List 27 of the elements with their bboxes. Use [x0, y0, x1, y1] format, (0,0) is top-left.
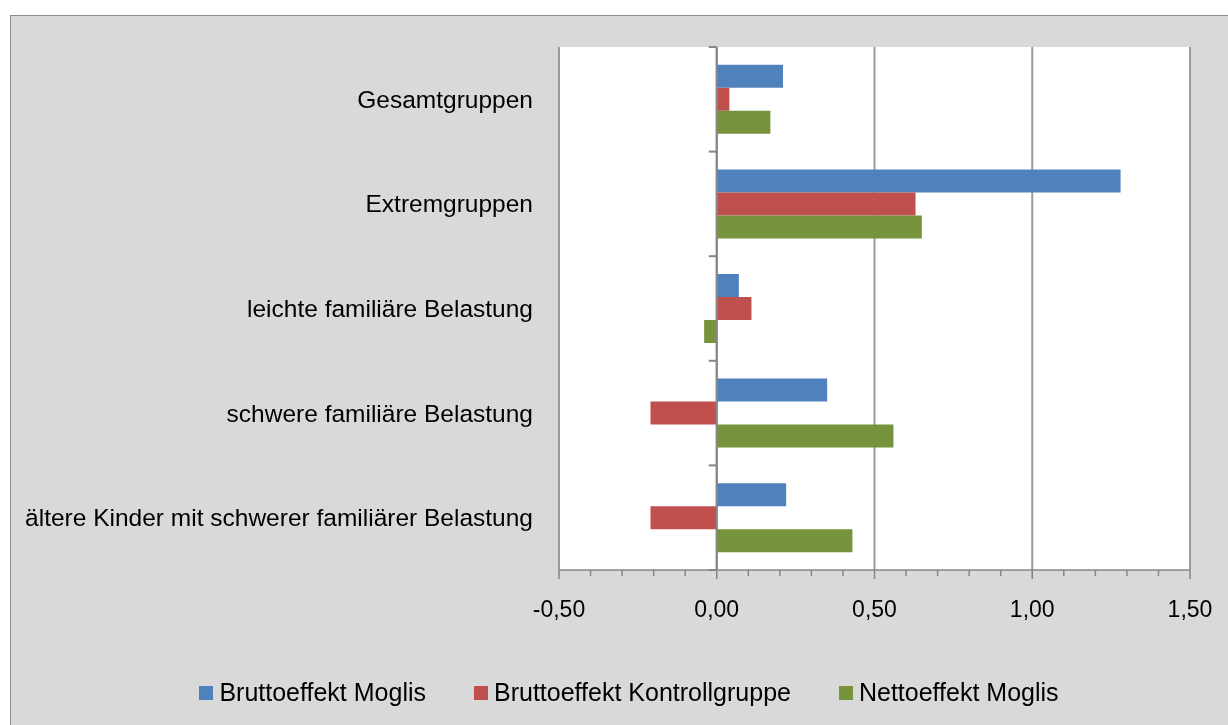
bar [650, 401, 717, 425]
y-tick-label: ältere Kinder mit schwerer familiärer Belastung [25, 504, 533, 532]
bar [716, 169, 1121, 193]
bar [716, 483, 787, 507]
bar [716, 378, 828, 402]
bar [716, 529, 853, 553]
bar [704, 319, 717, 343]
y-tick-label: Extremgruppen [365, 190, 533, 218]
bar [716, 192, 916, 216]
bar [716, 64, 784, 88]
legend-label: Bruttoeffekt Kontrollgruppe [494, 678, 791, 707]
bar [716, 110, 771, 134]
x-tick-label: 0,50 [852, 596, 897, 622]
bar [716, 215, 922, 239]
x-tick-label: 0,00 [694, 596, 740, 622]
legend-label: Bruttoeffekt Moglis [219, 678, 426, 707]
bar [716, 424, 894, 448]
bar [716, 273, 739, 297]
y-tick-label: schwere familiäre Belastung [226, 399, 533, 427]
y-tick-label: leichte familiäre Belastung [247, 295, 533, 323]
y-tick-label: Gesamtgruppen [357, 85, 533, 113]
legend-label: Nettoeffekt Moglis [858, 678, 1059, 707]
x-tick-label: -0,50 [532, 596, 586, 622]
bar [716, 296, 752, 320]
bar [650, 506, 717, 530]
x-tick-label: 1,50 [1167, 596, 1213, 622]
x-tick-label: 1,00 [1009, 596, 1055, 622]
